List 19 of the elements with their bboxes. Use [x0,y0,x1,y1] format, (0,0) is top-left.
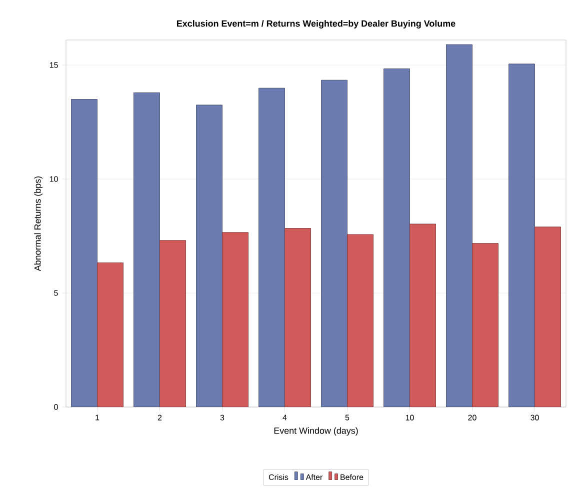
bar [258,88,285,407]
y-axis-title: Abnormal Returns (bps) [34,176,43,272]
bar [508,64,535,407]
bar [446,44,472,407]
bar [410,224,436,407]
bar [534,226,561,407]
bar [160,240,186,407]
bar [284,228,311,407]
bar [134,92,160,407]
bar [71,99,98,407]
x-axis-title: Event Window (days) [274,427,358,436]
bar [222,232,248,407]
bar [196,104,222,407]
bar [321,80,348,407]
bar [97,262,124,407]
chart-title: Exclusion Event=m / Returns Weighted=by Dealer Buying Volume [177,20,456,29]
bar [384,68,410,407]
bar [347,234,374,407]
bar [472,243,498,407]
